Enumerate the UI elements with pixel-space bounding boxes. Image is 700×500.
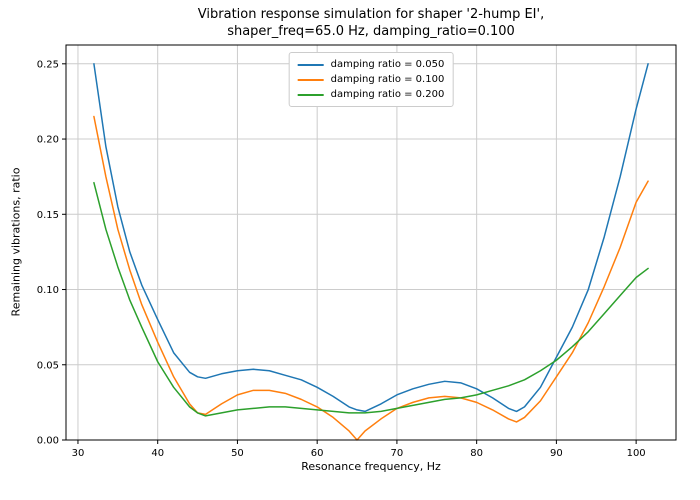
- x-tick-label: 30: [72, 448, 85, 459]
- y-axis-label: Remaining vibrations, ratio: [9, 167, 23, 317]
- y-tick-label: 0.10: [37, 285, 59, 296]
- x-tick-label: 70: [391, 448, 404, 459]
- legend-label: damping ratio = 0.050: [330, 59, 445, 70]
- chart-title: Vibration response simulation for shaper…: [66, 6, 676, 40]
- y-tick-label: 0.00: [37, 436, 59, 447]
- x-tick-label: 50: [231, 448, 244, 459]
- x-tick-label: 90: [550, 448, 563, 459]
- legend-label: damping ratio = 0.200: [330, 89, 445, 100]
- axes-frame: [65, 44, 677, 441]
- x-tick-label: 100: [627, 448, 646, 459]
- y-tick-label: 0.25: [37, 59, 59, 70]
- y-tick-label: 0.20: [37, 135, 59, 146]
- series-line-0: [93, 63, 649, 413]
- x-tick-label: 80: [470, 448, 483, 459]
- y-tick-label: 0.15: [37, 210, 59, 221]
- legend-line-swatch: [297, 78, 324, 81]
- x-axis-label: Resonance frequency, Hz: [301, 460, 441, 473]
- legend-label: damping ratio = 0.100: [330, 74, 445, 85]
- legend-item: damping ratio = 0.100: [297, 72, 445, 87]
- legend-item: damping ratio = 0.050: [297, 57, 445, 72]
- legend-line-swatch: [297, 63, 324, 66]
- legend: damping ratio = 0.050 damping ratio = 0.…: [288, 52, 454, 107]
- chart-title-line2: shaper_freq=65.0 Hz, damping_ratio=0.100: [227, 24, 515, 39]
- series-line-2: [93, 181, 649, 417]
- legend-line-swatch: [297, 93, 324, 96]
- series-line-1: [93, 115, 649, 441]
- y-tick-label: 0.05: [37, 360, 59, 371]
- legend-item: damping ratio = 0.200: [297, 87, 445, 102]
- x-tick-label: 40: [151, 448, 164, 459]
- x-tick-label: 60: [311, 448, 324, 459]
- chart-title-line1: Vibration response simulation for shaper…: [197, 7, 545, 22]
